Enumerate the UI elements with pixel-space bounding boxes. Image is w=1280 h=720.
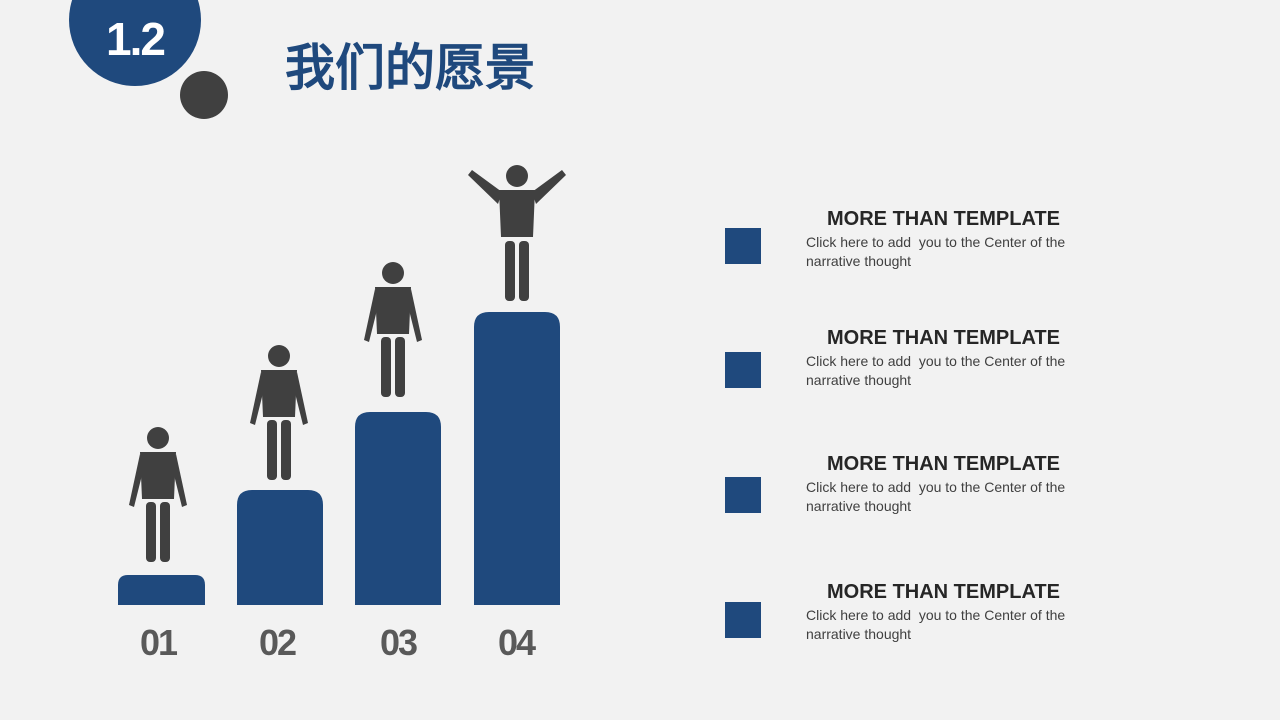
step-label: 04 bbox=[497, 622, 536, 663]
item-text: Click here to add you to the Center of t… bbox=[806, 479, 1070, 514]
item-title: MORE THAN TEMPLATE bbox=[827, 453, 1060, 475]
bullet-square bbox=[725, 352, 761, 388]
item-text: Click here to add you to the Center of t… bbox=[806, 607, 1070, 642]
slide-title: 我们的愿景 bbox=[285, 39, 535, 97]
bullet-square bbox=[725, 602, 761, 638]
person-cheering bbox=[468, 165, 566, 301]
person bbox=[129, 427, 187, 562]
item-title: MORE THAN TEMPLATE bbox=[827, 581, 1060, 603]
step-label: 01 bbox=[139, 622, 178, 663]
item-text: Click here to add you to the Center of t… bbox=[806, 353, 1070, 388]
item-title: MORE THAN TEMPLATE bbox=[827, 327, 1060, 349]
person bbox=[250, 345, 308, 480]
bullet-square bbox=[725, 228, 761, 264]
person bbox=[364, 262, 422, 397]
badge-circle bbox=[69, 0, 201, 86]
step-label: 02 bbox=[258, 622, 297, 663]
steps bbox=[118, 312, 560, 605]
item-text: Click here to add you to the Center of t… bbox=[806, 234, 1070, 269]
bullet-square bbox=[725, 477, 761, 513]
item-title: MORE THAN TEMPLATE bbox=[827, 208, 1060, 230]
section-number: 1.2 bbox=[106, 13, 166, 65]
dot bbox=[180, 71, 228, 119]
step-label: 03 bbox=[379, 622, 418, 663]
